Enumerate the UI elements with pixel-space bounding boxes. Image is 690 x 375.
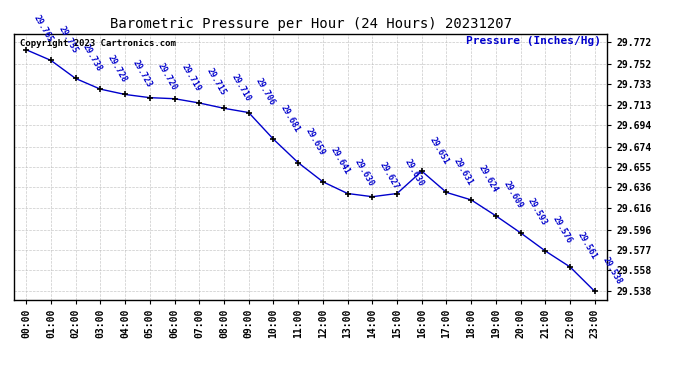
- Text: 29.765: 29.765: [32, 14, 55, 44]
- Text: 29.561: 29.561: [575, 231, 598, 261]
- Text: 29.755: 29.755: [57, 24, 79, 55]
- Text: 29.631: 29.631: [452, 156, 475, 187]
- Text: 29.719: 29.719: [180, 63, 203, 93]
- Text: 29.659: 29.659: [304, 127, 326, 157]
- Text: 29.630: 29.630: [353, 158, 376, 188]
- Text: 29.651: 29.651: [427, 135, 450, 166]
- Text: 29.681: 29.681: [279, 103, 302, 134]
- Text: Copyright 2023 Cartronics.com: Copyright 2023 Cartronics.com: [20, 39, 176, 48]
- Title: Barometric Pressure per Hour (24 Hours) 20231207: Barometric Pressure per Hour (24 Hours) …: [110, 17, 511, 31]
- Text: 29.624: 29.624: [477, 164, 500, 194]
- Text: 29.627: 29.627: [378, 160, 401, 191]
- Text: 29.706: 29.706: [254, 76, 277, 107]
- Text: 29.738: 29.738: [81, 42, 104, 73]
- Text: 29.630: 29.630: [402, 158, 426, 188]
- Text: 29.728: 29.728: [106, 53, 129, 84]
- Text: 29.576: 29.576: [551, 215, 574, 246]
- Text: 29.538: 29.538: [600, 255, 623, 286]
- Text: 29.609: 29.609: [502, 180, 524, 210]
- Text: 29.723: 29.723: [130, 58, 153, 89]
- Text: 29.641: 29.641: [328, 146, 351, 176]
- Text: 29.720: 29.720: [155, 62, 178, 92]
- Text: 29.593: 29.593: [526, 197, 549, 227]
- Text: 29.710: 29.710: [230, 72, 253, 103]
- Text: 29.715: 29.715: [205, 67, 228, 98]
- Text: Pressure (Inches/Hg): Pressure (Inches/Hg): [466, 36, 601, 46]
